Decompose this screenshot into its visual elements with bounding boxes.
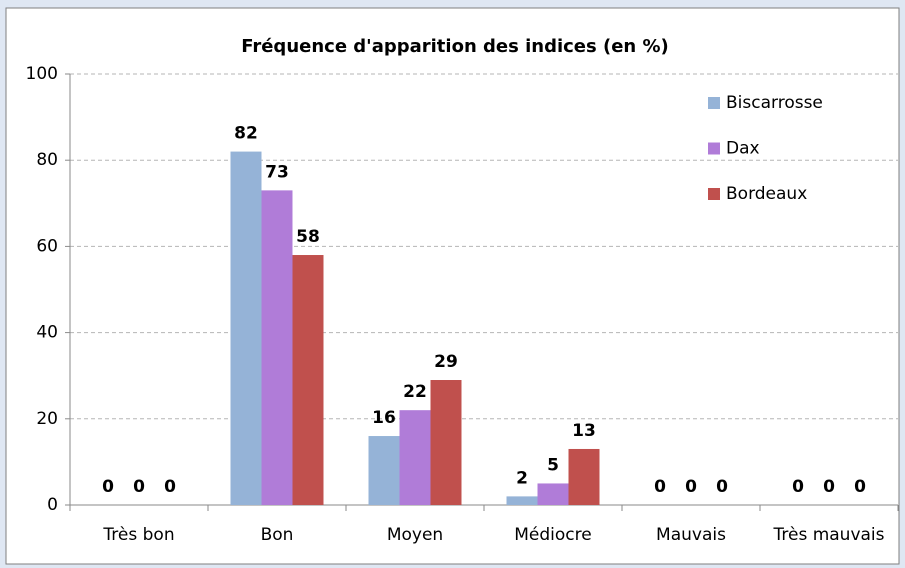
bar — [230, 151, 262, 505]
value-label: 0 — [102, 477, 114, 497]
bar — [506, 496, 538, 505]
value-label: 0 — [823, 477, 835, 497]
y-tick-label: 60 — [36, 236, 58, 256]
value-label: 13 — [572, 421, 596, 441]
x-tick-label: Très mauvais — [772, 525, 884, 545]
bar — [430, 380, 462, 505]
legend-swatch — [708, 97, 720, 109]
y-tick-label: 40 — [36, 323, 58, 343]
value-label: 0 — [164, 477, 176, 497]
x-tick-label: Mauvais — [656, 525, 726, 545]
value-label: 22 — [403, 382, 427, 402]
x-tick-label: Médiocre — [514, 525, 591, 545]
bar — [399, 410, 431, 505]
legend-label: Bordeaux — [726, 184, 807, 204]
bar — [261, 190, 293, 505]
legend-swatch — [708, 142, 720, 155]
x-tick-label: Moyen — [387, 525, 443, 545]
value-label: 0 — [133, 477, 145, 497]
value-label: 0 — [685, 477, 697, 497]
value-label: 29 — [434, 352, 458, 372]
legend-swatch — [708, 188, 720, 200]
value-label: 0 — [716, 477, 728, 497]
bar — [537, 483, 569, 505]
y-tick-label: 20 — [36, 409, 58, 429]
legend-label: Dax — [726, 139, 760, 159]
x-tick-label: Bon — [261, 525, 294, 545]
value-label: 73 — [265, 162, 289, 182]
y-tick-label: 80 — [36, 150, 58, 170]
value-label: 0 — [854, 477, 866, 497]
value-label: 16 — [372, 408, 396, 428]
bar — [568, 448, 600, 505]
value-label: 0 — [792, 477, 804, 497]
bar — [368, 436, 400, 505]
value-label: 5 — [547, 455, 559, 475]
y-tick-label: 100 — [26, 64, 58, 84]
value-label: 82 — [234, 124, 258, 144]
bar — [292, 255, 324, 505]
value-label: 0 — [654, 477, 666, 497]
value-label: 2 — [516, 468, 528, 488]
value-label: 58 — [296, 227, 320, 247]
chart-title: Fréquence d'apparition des indices (en %… — [241, 36, 669, 57]
y-tick-label: 0 — [47, 495, 58, 515]
legend-label: Biscarrosse — [726, 93, 823, 113]
x-tick-label: Très bon — [102, 525, 174, 545]
